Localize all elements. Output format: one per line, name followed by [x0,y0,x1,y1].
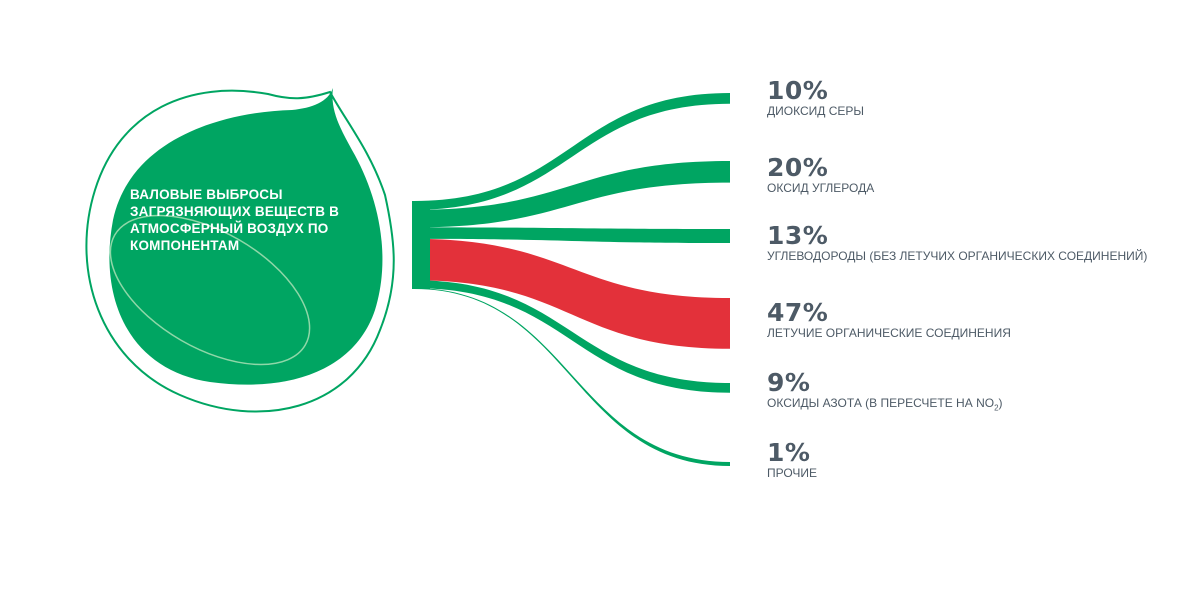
flow-voc [414,238,730,349]
category-label: ДИОКСИД СЕРЫ [767,104,864,118]
source-bubble [85,88,395,413]
label-nitrogen-oxides: 9% ОКСИДЫ АЗОТА (В ПЕРЕСЧЕТЕ НА NO2) [767,370,1003,415]
category-label: ПРОЧИЕ [767,466,818,480]
flow-other [414,288,730,466]
label-voc: 47% ЛЕТУЧИЕ ОРГАНИЧЕСКИЕ СОЕДИНЕНИЯ [767,298,1011,341]
category-label: УГЛЕВОДОРОДЫ (БЕЗ ЛЕТУЧИХ ОРГАНИЧЕСКИХ С… [767,249,1148,263]
value-label: 13% [767,221,829,250]
label-other: 1% ПРОЧИЕ [767,438,818,481]
bubble-fill [109,88,383,385]
category-label: ЛЕТУЧИЕ ОРГАНИЧЕСКИЕ СОЕДИНЕНИЯ [767,326,1011,340]
category-label: ОКСИД УГЛЕРОДА [767,181,875,195]
value-label: 20% [767,153,829,182]
bubble-ellipse [109,214,311,366]
value-label: 10% [767,76,829,105]
value-label: 9% [767,368,811,397]
chart-title: ВАЛОВЫЕ ВЫБРОСЫ ЗАГРЯЗНЯЮЩИХ ВЕЩЕСТВ В А… [130,187,340,253]
source-node [412,201,430,289]
category-label: ОКСИДЫ АЗОТА (В ПЕРЕСЧЕТЕ НА NO2) [767,396,1003,413]
bubble-outline [85,89,395,413]
label-carbon-monoxide: 20% ОКСИД УГЛЕРОДА [767,153,875,196]
flow-nitrogen-oxides [414,280,730,393]
flows [412,93,730,466]
flow-sulfur-dioxide [414,93,730,210]
value-label: 47% [767,298,829,327]
value-label: 1% [767,438,811,467]
flow-hydrocarbons [414,227,730,244]
flow-carbon-monoxide [414,161,730,228]
label-hydrocarbons: 13% УГЛЕВОДОРОДЫ (БЕЗ ЛЕТУЧИХ ОРГАНИЧЕСК… [767,221,1148,264]
label-sulfur-dioxide: 10% ДИОКСИД СЕРЫ [767,76,864,119]
